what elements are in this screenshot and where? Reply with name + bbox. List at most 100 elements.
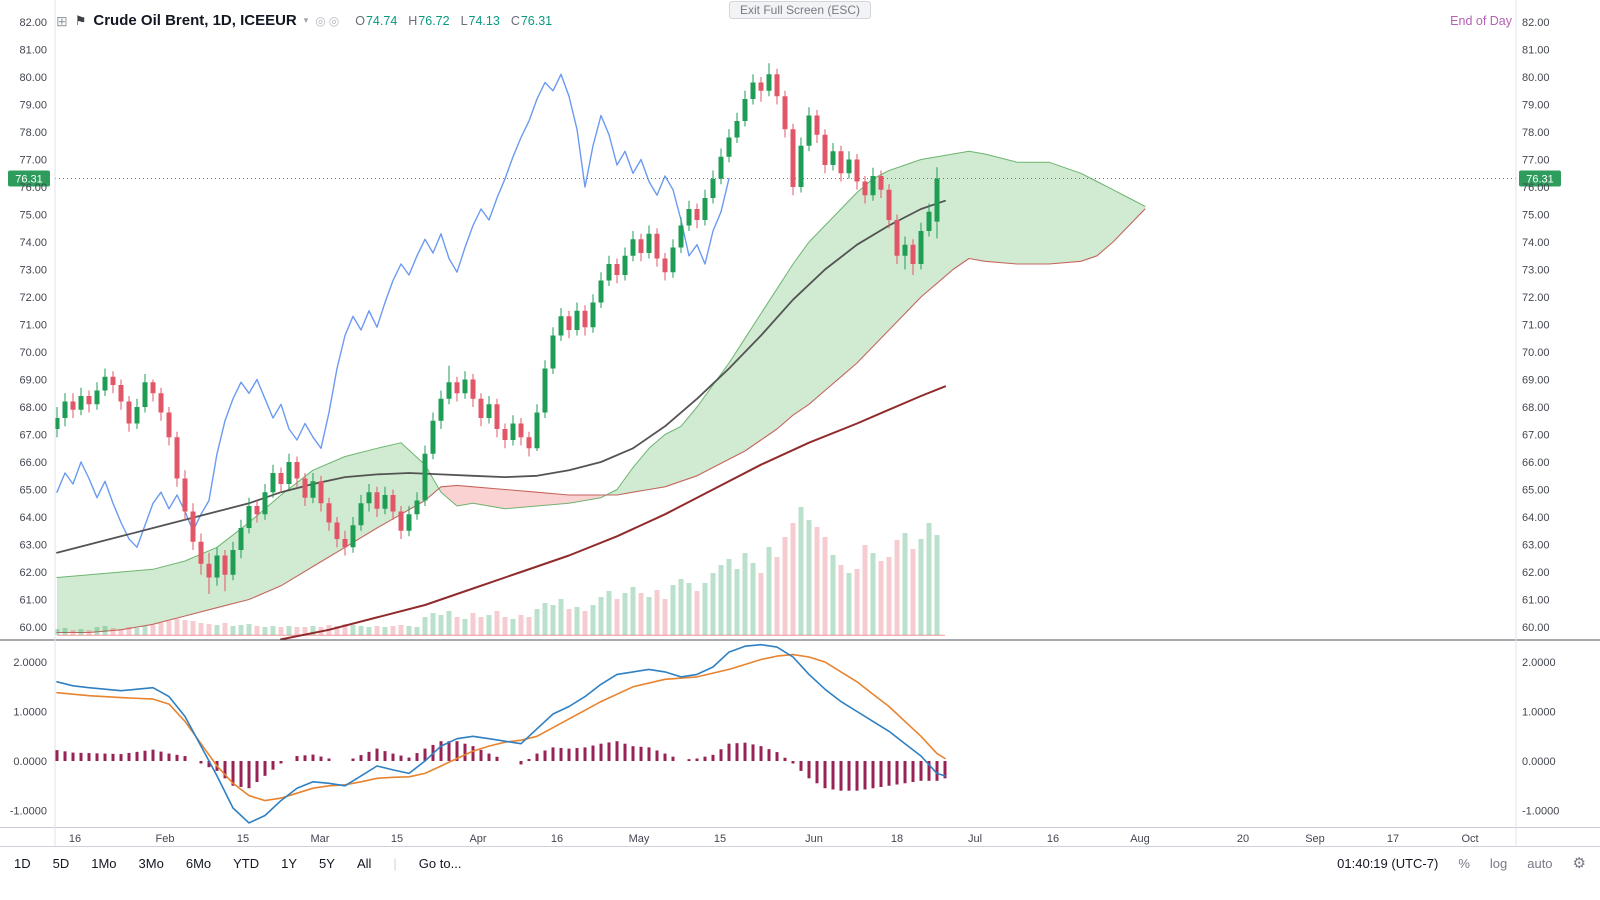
pane-borders bbox=[0, 0, 1600, 846]
svg-text:77.00: 77.00 bbox=[1522, 155, 1550, 167]
svg-text:67.00: 67.00 bbox=[1522, 430, 1550, 442]
range-all[interactable]: All bbox=[356, 856, 372, 871]
price-scale-left[interactable]: 60.00 61.00 62.00 63.00 64.00 65.00 66.00 67.00… bbox=[19, 17, 47, 634]
svg-text:74.00: 74.00 bbox=[19, 237, 47, 249]
time-scale[interactable]: 16 Feb 15 Mar 15 Apr 16 May 15 Jun 18 Jul 16 Aug 20 Sep… bbox=[69, 833, 1479, 845]
clock-label[interactable]: 01:40:19 (UTC-7) bbox=[1337, 856, 1439, 871]
svg-text:16: 16 bbox=[551, 833, 563, 845]
svg-text:1.0000: 1.0000 bbox=[1522, 707, 1556, 719]
range-1y[interactable]: 1Y bbox=[281, 856, 298, 871]
svg-text:69.00: 69.00 bbox=[1522, 375, 1550, 387]
svg-text:63.00: 63.00 bbox=[1522, 540, 1550, 552]
svg-text:60.00: 60.00 bbox=[19, 622, 47, 634]
svg-text:76.31: 76.31 bbox=[1526, 173, 1554, 185]
range-ytd[interactable]: YTD bbox=[233, 856, 260, 871]
ma-long-line bbox=[280, 385, 946, 641]
svg-text:20: 20 bbox=[1237, 833, 1249, 845]
svg-text:Sep: Sep bbox=[1305, 833, 1325, 845]
close-readout: C76.31 bbox=[510, 13, 553, 28]
percent-scale-button[interactable]: % bbox=[1458, 856, 1470, 871]
svg-text:80.00: 80.00 bbox=[19, 72, 47, 84]
low-readout: L74.13 bbox=[460, 13, 500, 28]
range-6mo[interactable]: 6Mo bbox=[185, 856, 212, 871]
svg-text:79.00: 79.00 bbox=[19, 100, 47, 112]
svg-text:63.00: 63.00 bbox=[19, 540, 47, 552]
svg-text:61.00: 61.00 bbox=[1522, 595, 1550, 607]
end-of-day-label: End of Day bbox=[1450, 14, 1512, 28]
svg-text:62.00: 62.00 bbox=[19, 567, 47, 579]
macd-pane: 2.0000 2.0000 1.0000 1.0000 0.0000 0.0000 -1.0… bbox=[10, 643, 1559, 824]
svg-text:80.00: 80.00 bbox=[1522, 72, 1550, 84]
legend-marker-icons[interactable]: ◎◎ bbox=[315, 13, 343, 28]
exit-fullscreen-tooltip: Exit Full Screen (ESC) bbox=[728, 1, 872, 19]
range-3mo[interactable]: 3Mo bbox=[138, 856, 164, 871]
price-scale-right[interactable]: 60.00 61.00 62.00 63.00 64.00 65.00 66.00 67.00… bbox=[1522, 17, 1550, 634]
bottom-toolbar: 1D 5D 1Mo 3Mo 6Mo YTD 1Y 5Y All | Go to.… bbox=[0, 846, 1600, 900]
svg-text:Aug: Aug bbox=[1130, 833, 1150, 845]
candles bbox=[54, 63, 940, 594]
chart-legend: ⊞ ⚑ Crude Oil Brent, 1D, ICEEUR ▾ ◎◎ O74… bbox=[56, 12, 552, 29]
ma-mid-line bbox=[56, 199, 946, 554]
svg-text:70.00: 70.00 bbox=[19, 347, 47, 359]
svg-text:64.00: 64.00 bbox=[1522, 512, 1550, 524]
svg-text:0.0000: 0.0000 bbox=[1522, 756, 1556, 768]
svg-text:71.00: 71.00 bbox=[1522, 320, 1550, 332]
svg-text:76.31: 76.31 bbox=[15, 173, 43, 185]
svg-text:67.00: 67.00 bbox=[19, 430, 47, 442]
toolbar-right: 01:40:19 (UTC-7) % log auto ⚙ bbox=[1337, 856, 1586, 871]
svg-text:76.00: 76.00 bbox=[1522, 182, 1550, 194]
svg-text:Feb: Feb bbox=[156, 833, 175, 845]
chikou-line bbox=[56, 73, 730, 548]
svg-text:81.00: 81.00 bbox=[1522, 45, 1550, 57]
svg-text:70.00: 70.00 bbox=[1522, 347, 1550, 359]
go-to-button[interactable]: Go to... bbox=[418, 856, 462, 871]
ichimoku-cloud bbox=[56, 150, 1146, 634]
svg-text:65.00: 65.00 bbox=[1522, 485, 1550, 497]
svg-text:71.00: 71.00 bbox=[19, 320, 47, 332]
svg-text:78.00: 78.00 bbox=[1522, 127, 1550, 139]
high-readout: H76.72 bbox=[408, 13, 450, 28]
svg-text:68.00: 68.00 bbox=[1522, 402, 1550, 414]
range-1mo[interactable]: 1Mo bbox=[91, 856, 117, 871]
price-badge-left: 76.31 bbox=[8, 170, 50, 187]
svg-text:18: 18 bbox=[891, 833, 903, 845]
range-buttons: 1D 5D 1Mo 3Mo 6Mo YTD 1Y 5Y All | Go to.… bbox=[14, 856, 461, 871]
symbol-title[interactable]: Crude Oil Brent, 1D, ICEEUR bbox=[93, 12, 297, 29]
chevron-down-icon[interactable]: ▾ bbox=[303, 15, 309, 25]
svg-text:73.00: 73.00 bbox=[1522, 265, 1550, 277]
svg-text:72.00: 72.00 bbox=[19, 292, 47, 304]
svg-text:76.00: 76.00 bbox=[19, 182, 47, 194]
svg-text:2.0000: 2.0000 bbox=[13, 657, 47, 669]
svg-text:64.00: 64.00 bbox=[19, 512, 47, 524]
chart-canvas[interactable]: 76.31 76.31 60.00 61.00 62.00 63.00 64.00 65.00… bbox=[0, 0, 1600, 846]
svg-text:16: 16 bbox=[1047, 833, 1059, 845]
svg-text:Jun: Jun bbox=[805, 833, 823, 845]
range-5y[interactable]: 5Y bbox=[319, 856, 335, 871]
svg-text:16: 16 bbox=[69, 833, 81, 845]
svg-text:2.0000: 2.0000 bbox=[1522, 657, 1556, 669]
svg-text:69.00: 69.00 bbox=[19, 375, 47, 387]
svg-text:72.00: 72.00 bbox=[1522, 292, 1550, 304]
svg-text:May: May bbox=[629, 833, 650, 845]
gear-icon[interactable]: ⚙ bbox=[1572, 855, 1586, 872]
add-symbol-icon[interactable]: ⊞ bbox=[56, 12, 68, 29]
svg-text:65.00: 65.00 bbox=[19, 485, 47, 497]
flag-icon[interactable]: ⚑ bbox=[74, 13, 87, 28]
ohlc-readout: O74.74 H76.72 L74.13 C76.31 bbox=[355, 14, 552, 28]
log-scale-button[interactable]: log bbox=[1489, 856, 1508, 871]
svg-text:60.00: 60.00 bbox=[1522, 622, 1550, 634]
svg-text:17: 17 bbox=[1387, 833, 1399, 845]
svg-text:66.00: 66.00 bbox=[19, 457, 47, 469]
auto-scale-button[interactable]: auto bbox=[1527, 856, 1553, 871]
svg-text:82.00: 82.00 bbox=[19, 17, 47, 29]
svg-text:82.00: 82.00 bbox=[1522, 17, 1550, 29]
svg-text:74.00: 74.00 bbox=[1522, 237, 1550, 249]
svg-text:0.0000: 0.0000 bbox=[13, 756, 47, 768]
toolbar-divider: | bbox=[393, 856, 397, 871]
svg-text:62.00: 62.00 bbox=[1522, 567, 1550, 579]
range-1d[interactable]: 1D bbox=[14, 856, 31, 871]
range-5d[interactable]: 5D bbox=[52, 856, 70, 871]
svg-text:81.00: 81.00 bbox=[19, 45, 47, 57]
svg-text:68.00: 68.00 bbox=[19, 402, 47, 414]
